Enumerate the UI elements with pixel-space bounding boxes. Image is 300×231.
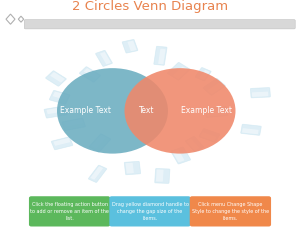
FancyBboxPatch shape xyxy=(154,46,167,65)
FancyBboxPatch shape xyxy=(167,62,190,80)
FancyBboxPatch shape xyxy=(46,107,65,114)
FancyBboxPatch shape xyxy=(88,165,107,182)
FancyBboxPatch shape xyxy=(91,135,106,149)
FancyBboxPatch shape xyxy=(208,83,223,94)
FancyBboxPatch shape xyxy=(185,136,204,152)
FancyBboxPatch shape xyxy=(84,68,99,79)
FancyBboxPatch shape xyxy=(200,70,209,80)
FancyBboxPatch shape xyxy=(91,166,103,179)
FancyBboxPatch shape xyxy=(207,111,226,116)
FancyBboxPatch shape xyxy=(44,106,67,118)
FancyBboxPatch shape xyxy=(49,90,70,104)
FancyBboxPatch shape xyxy=(242,128,259,134)
FancyBboxPatch shape xyxy=(173,67,188,79)
FancyBboxPatch shape xyxy=(155,168,170,183)
Text: Click menu Change Shape
Style to change the style of the
items.: Click menu Change Shape Style to change … xyxy=(192,202,269,221)
FancyBboxPatch shape xyxy=(89,134,111,152)
FancyBboxPatch shape xyxy=(50,72,65,82)
FancyBboxPatch shape xyxy=(51,137,73,150)
Circle shape xyxy=(124,68,236,154)
FancyBboxPatch shape xyxy=(80,67,100,82)
FancyBboxPatch shape xyxy=(187,139,199,150)
FancyBboxPatch shape xyxy=(124,161,141,175)
FancyBboxPatch shape xyxy=(100,52,111,64)
FancyBboxPatch shape xyxy=(241,124,261,135)
Polygon shape xyxy=(18,16,24,22)
FancyBboxPatch shape xyxy=(122,40,138,53)
FancyBboxPatch shape xyxy=(200,132,216,141)
FancyBboxPatch shape xyxy=(128,41,136,51)
FancyBboxPatch shape xyxy=(195,67,211,81)
FancyBboxPatch shape xyxy=(172,150,184,162)
Circle shape xyxy=(57,68,168,154)
FancyBboxPatch shape xyxy=(29,196,110,226)
FancyBboxPatch shape xyxy=(53,92,68,100)
FancyBboxPatch shape xyxy=(203,78,225,95)
FancyBboxPatch shape xyxy=(171,147,190,164)
FancyBboxPatch shape xyxy=(96,50,112,67)
FancyBboxPatch shape xyxy=(62,118,85,131)
Text: Example Text: Example Text xyxy=(182,106,232,115)
FancyBboxPatch shape xyxy=(46,71,66,86)
Text: Text: Text xyxy=(139,106,154,115)
FancyBboxPatch shape xyxy=(199,128,220,142)
Text: Example Text: Example Text xyxy=(60,106,111,115)
FancyBboxPatch shape xyxy=(190,196,271,226)
FancyBboxPatch shape xyxy=(126,163,134,173)
Text: Click the floating action button
to add or remove an item of the
list.: Click the floating action button to add … xyxy=(30,202,109,221)
FancyBboxPatch shape xyxy=(156,170,164,182)
FancyBboxPatch shape xyxy=(109,196,191,226)
FancyBboxPatch shape xyxy=(250,88,270,98)
FancyBboxPatch shape xyxy=(64,119,83,127)
FancyBboxPatch shape xyxy=(24,20,295,29)
Text: Drag yellow diamond handle to
change the gap size of the
items.: Drag yellow diamond handle to change the… xyxy=(112,202,188,221)
Polygon shape xyxy=(6,14,15,24)
FancyBboxPatch shape xyxy=(53,138,70,146)
FancyBboxPatch shape xyxy=(252,92,268,97)
Text: 2 Circles Venn Diagram: 2 Circles Venn Diagram xyxy=(72,0,228,13)
FancyBboxPatch shape xyxy=(205,106,228,118)
FancyBboxPatch shape xyxy=(158,49,166,64)
